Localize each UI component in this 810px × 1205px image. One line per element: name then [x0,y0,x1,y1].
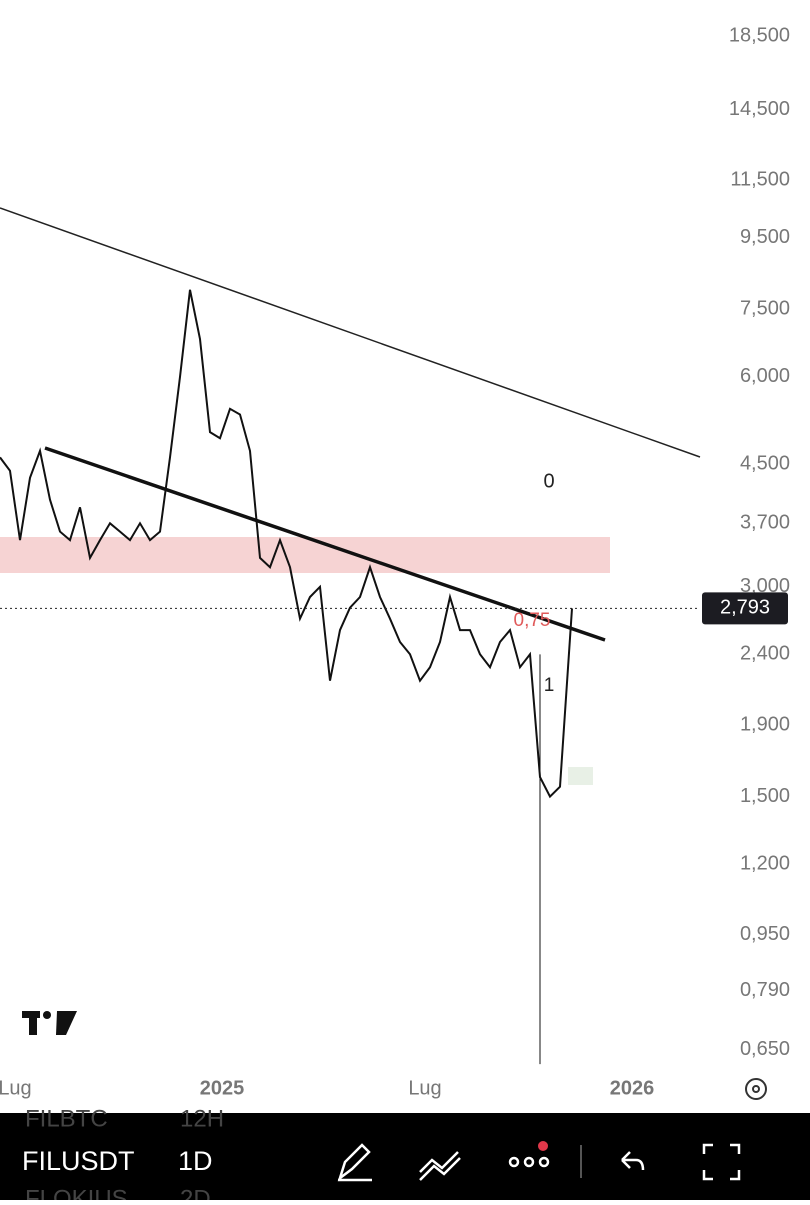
zone [568,767,593,785]
y-tick-label: 3,000 [740,575,790,597]
y-tick-label: 9,500 [740,226,790,248]
fib-label: 0,75 [514,610,551,631]
toolbar [0,1113,810,1200]
more-button[interactable] [508,1141,550,1168]
tv-logo [22,1011,77,1035]
y-tick-label: 7,500 [740,298,790,320]
y-tick-label: 4,500 [740,452,790,474]
y-tick-label: 2,400 [740,643,790,665]
y-tick-label: 0,950 [740,923,790,945]
settings-button[interactable] [745,1078,767,1100]
fullscreen-button[interactable] [702,1143,741,1181]
fib-label: 1 [544,675,555,696]
y-tick-label: 1,900 [740,713,790,735]
fib-label: 0 [543,470,554,492]
symbol-option[interactable]: FLOKIUS [25,1185,128,1205]
patterns-button[interactable] [419,1151,461,1181]
trendline [0,207,701,458]
y-tick-label: 11,500 [730,168,790,190]
interval-option[interactable]: 12H [180,1105,224,1132]
undo-button[interactable] [621,1151,645,1171]
y-tick-label: 1,200 [740,852,790,874]
y-tick-label: 18,500 [729,24,790,46]
price-line [0,289,573,799]
y-tick-label: 0,650 [740,1038,790,1060]
x-tick-label: Lug [0,1077,32,1099]
y-tick-label: 1,500 [740,785,790,807]
last-price-label: 2,793 [720,597,770,619]
y-tick-label: 0,790 [740,979,790,1001]
interval-option[interactable]: 2D [180,1185,211,1205]
x-tick-label: 2026 [610,1077,655,1099]
x-tick-label: Lug [408,1077,441,1099]
y-tick-label: 14,500 [729,98,790,120]
x-tick-label: 2025 [200,1077,245,1099]
symbol[interactable]: FILUSDT [22,1146,135,1176]
draw-button[interactable] [337,1143,372,1182]
y-tick-label: 6,000 [740,365,790,387]
symbol-option[interactable]: FILBTC [25,1105,108,1132]
interval[interactable]: 1D [178,1146,213,1176]
y-tick-label: 3,700 [740,512,790,534]
last-price-badge [702,592,788,625]
zone [0,537,610,573]
